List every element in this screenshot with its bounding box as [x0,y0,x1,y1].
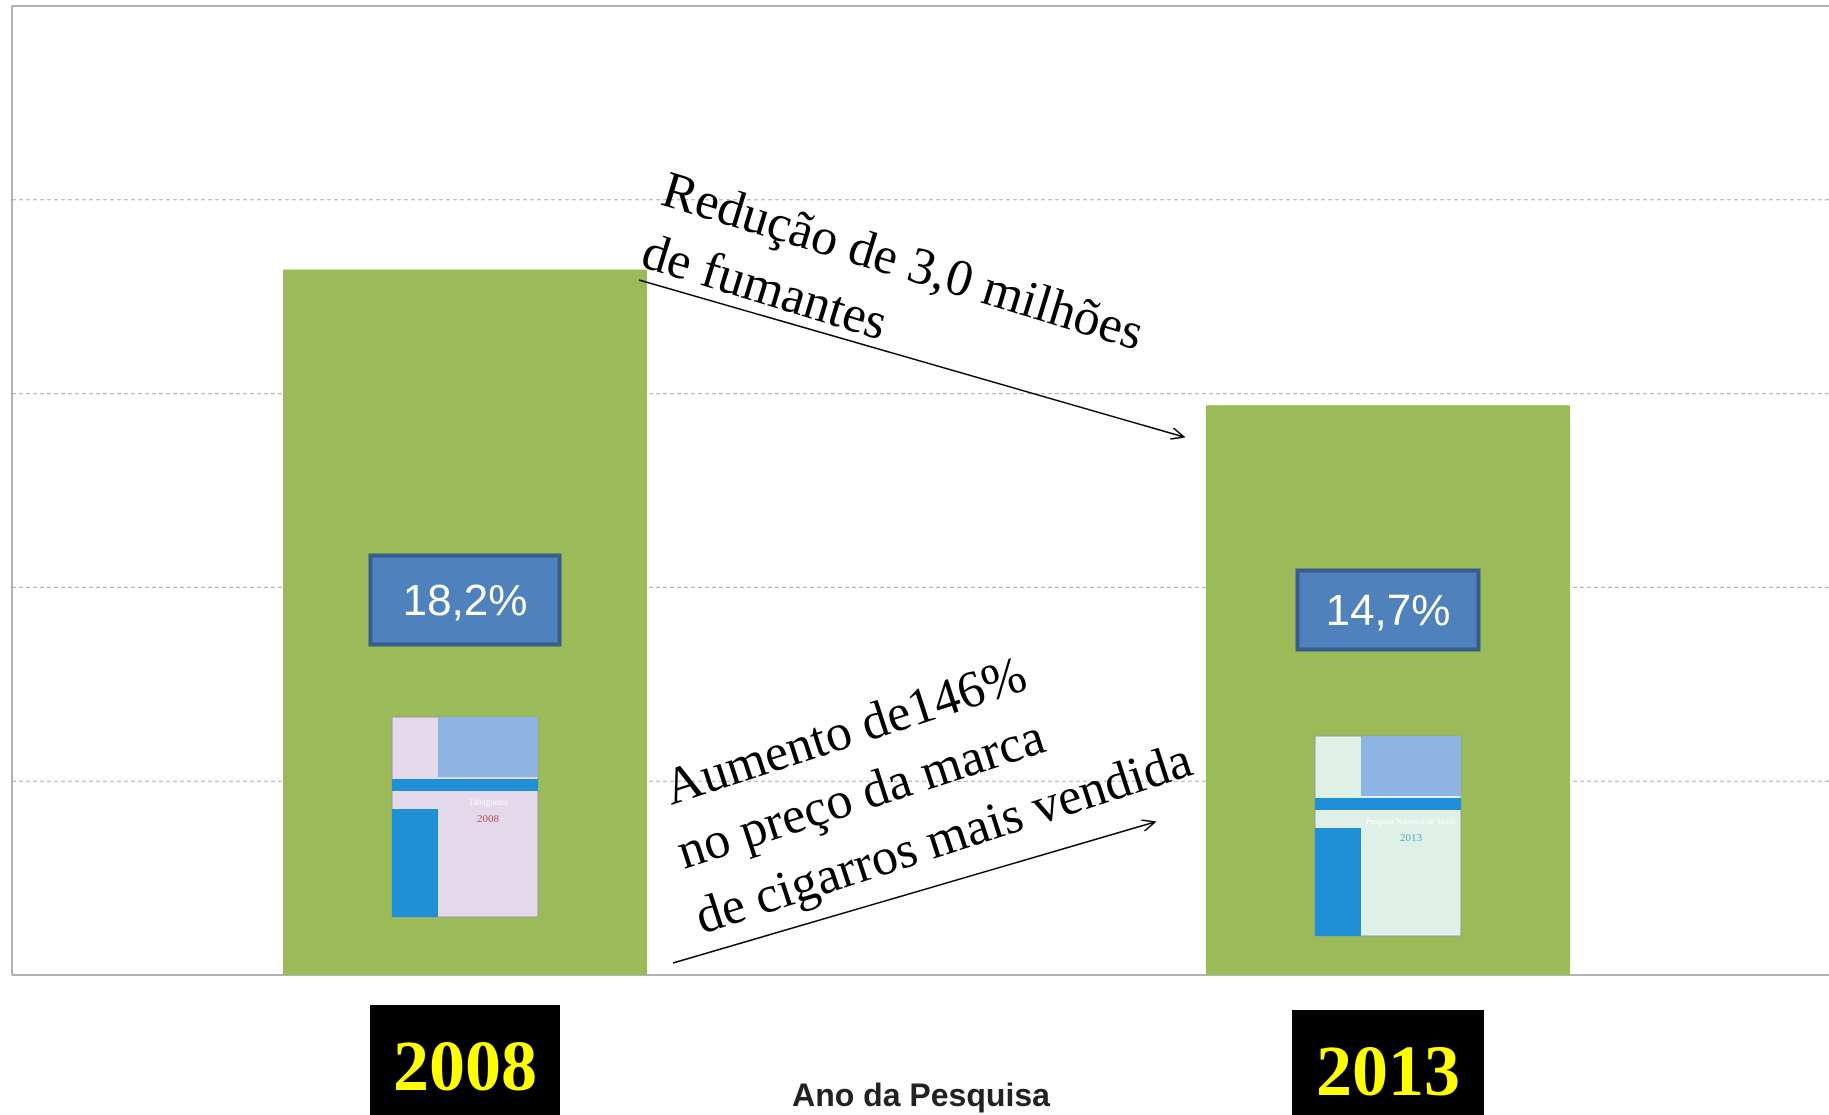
cover-strip [392,809,438,917]
cover-year: 2008 [477,813,500,825]
chart: 18,2% Tabagismo 2008 2008 14,7% Pesquisa Naci… [0,0,1829,1115]
cover-year: 2013 [1400,832,1423,844]
x-tick-label: 2008 [393,1026,537,1106]
value-label: 14,7% [1326,586,1451,635]
plot-area: 18,2% Tabagismo 2008 2008 14,7% Pesquisa Naci… [12,6,1829,1115]
cover-block [1361,736,1461,796]
cover-band [1315,798,1461,810]
cover-title: Pesquisa Nacional de Saúde [1366,817,1456,826]
x-tick-label: 2013 [1316,1031,1460,1111]
cover-block [438,717,538,777]
cover-title: Tabagismo [468,797,508,807]
value-label: 18,2% [403,576,528,625]
cover-strip [1315,828,1361,936]
cover-band [392,779,538,791]
x-axis-title: Ano da Pesquisa [792,1077,1050,1113]
